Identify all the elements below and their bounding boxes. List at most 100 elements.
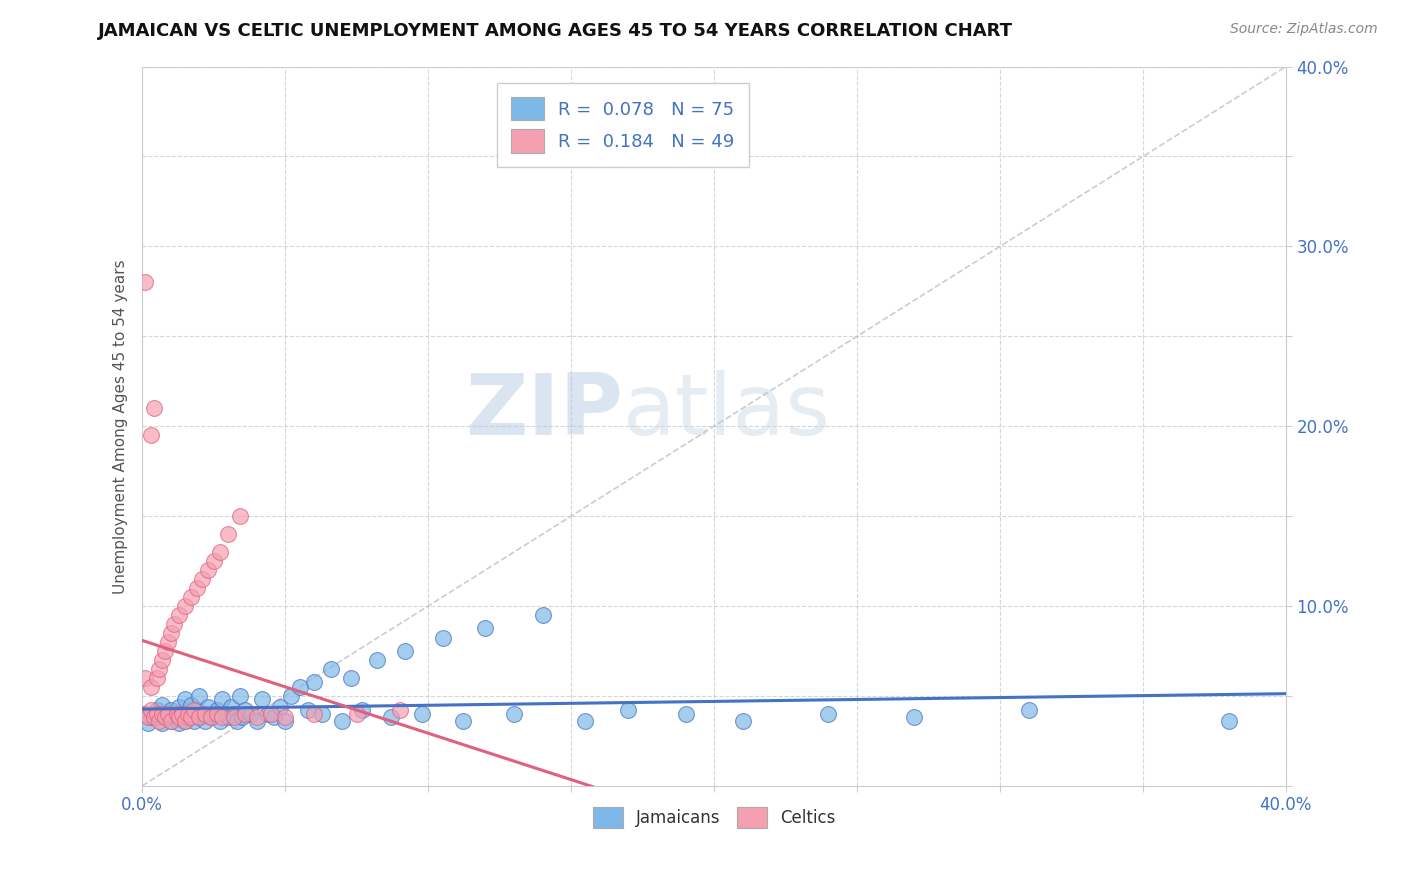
Point [451, 714, 474, 728]
Point [731, 714, 754, 728]
Point [180, 698, 202, 712]
Point [166, 706, 188, 721]
Point [574, 714, 596, 728]
Point [150, 706, 173, 721]
Point [222, 710, 245, 724]
Point [183, 714, 205, 728]
Point [411, 706, 433, 721]
Point [180, 710, 202, 724]
Text: JAMAICAN VS CELTIC UNEMPLOYMENT AMONG AGES 45 TO 54 YEARS CORRELATION CHART: JAMAICAN VS CELTIC UNEMPLOYMENT AMONG AG… [98, 22, 1014, 40]
Point [172, 706, 194, 721]
Point [191, 706, 214, 721]
Point [186, 703, 208, 717]
Point [200, 710, 222, 724]
Point [174, 714, 197, 728]
Point [150, 698, 173, 712]
Point [191, 572, 214, 586]
Point [163, 617, 186, 632]
Point [288, 680, 311, 694]
Point [219, 699, 242, 714]
Point [231, 710, 253, 724]
Point [302, 674, 325, 689]
Point [186, 581, 208, 595]
Point [134, 276, 156, 290]
Point [817, 706, 839, 721]
Point [153, 710, 176, 724]
Point [157, 706, 180, 721]
Point [228, 689, 250, 703]
Point [197, 699, 219, 714]
Point [280, 689, 302, 703]
Point [274, 714, 297, 728]
Point [269, 699, 291, 714]
Point [145, 703, 167, 717]
Point [340, 671, 363, 685]
Point [617, 703, 640, 717]
Point [225, 714, 247, 728]
Point [139, 428, 162, 442]
Point [202, 554, 225, 568]
Point [163, 710, 186, 724]
Point [503, 706, 526, 721]
Point [157, 635, 180, 649]
Point [1018, 703, 1040, 717]
Legend: Jamaicans, Celtics: Jamaicans, Celtics [586, 800, 842, 835]
Point [257, 706, 280, 721]
Point [148, 706, 170, 721]
Point [394, 644, 416, 658]
Point [166, 706, 188, 721]
Point [153, 644, 176, 658]
Point [311, 706, 333, 721]
Point [160, 714, 183, 728]
Point [205, 706, 228, 721]
Point [202, 706, 225, 721]
Point [194, 706, 217, 721]
Point [148, 662, 170, 676]
Point [139, 680, 162, 694]
Point [380, 710, 402, 724]
Point [388, 703, 411, 717]
Point [263, 710, 285, 724]
Point [188, 710, 211, 724]
Point [134, 671, 156, 685]
Point [260, 706, 283, 721]
Point [160, 714, 183, 728]
Point [180, 590, 202, 604]
Point [153, 710, 176, 724]
Point [252, 692, 274, 706]
Point [174, 692, 197, 706]
Point [233, 706, 256, 721]
Point [160, 626, 183, 640]
Point [211, 692, 233, 706]
Point [139, 703, 162, 717]
Point [531, 607, 554, 622]
Point [150, 715, 173, 730]
Point [208, 545, 231, 559]
Point [142, 401, 165, 416]
Point [205, 703, 228, 717]
Point [246, 714, 269, 728]
Point [208, 714, 231, 728]
Point [169, 715, 191, 730]
Point [174, 599, 197, 613]
Point [177, 706, 200, 721]
Point [194, 714, 217, 728]
Point [222, 706, 245, 721]
Point [174, 714, 197, 728]
Point [197, 563, 219, 577]
Point [302, 706, 325, 721]
Point [239, 706, 262, 721]
Point [903, 710, 925, 724]
Point [274, 710, 297, 724]
Point [352, 703, 374, 717]
Point [228, 509, 250, 524]
Point [160, 703, 183, 717]
Point [150, 653, 173, 667]
Point [169, 710, 191, 724]
Point [366, 653, 388, 667]
Text: atlas: atlas [623, 370, 831, 453]
Point [346, 706, 368, 721]
Point [297, 703, 319, 717]
Point [183, 703, 205, 717]
Point [145, 710, 167, 724]
